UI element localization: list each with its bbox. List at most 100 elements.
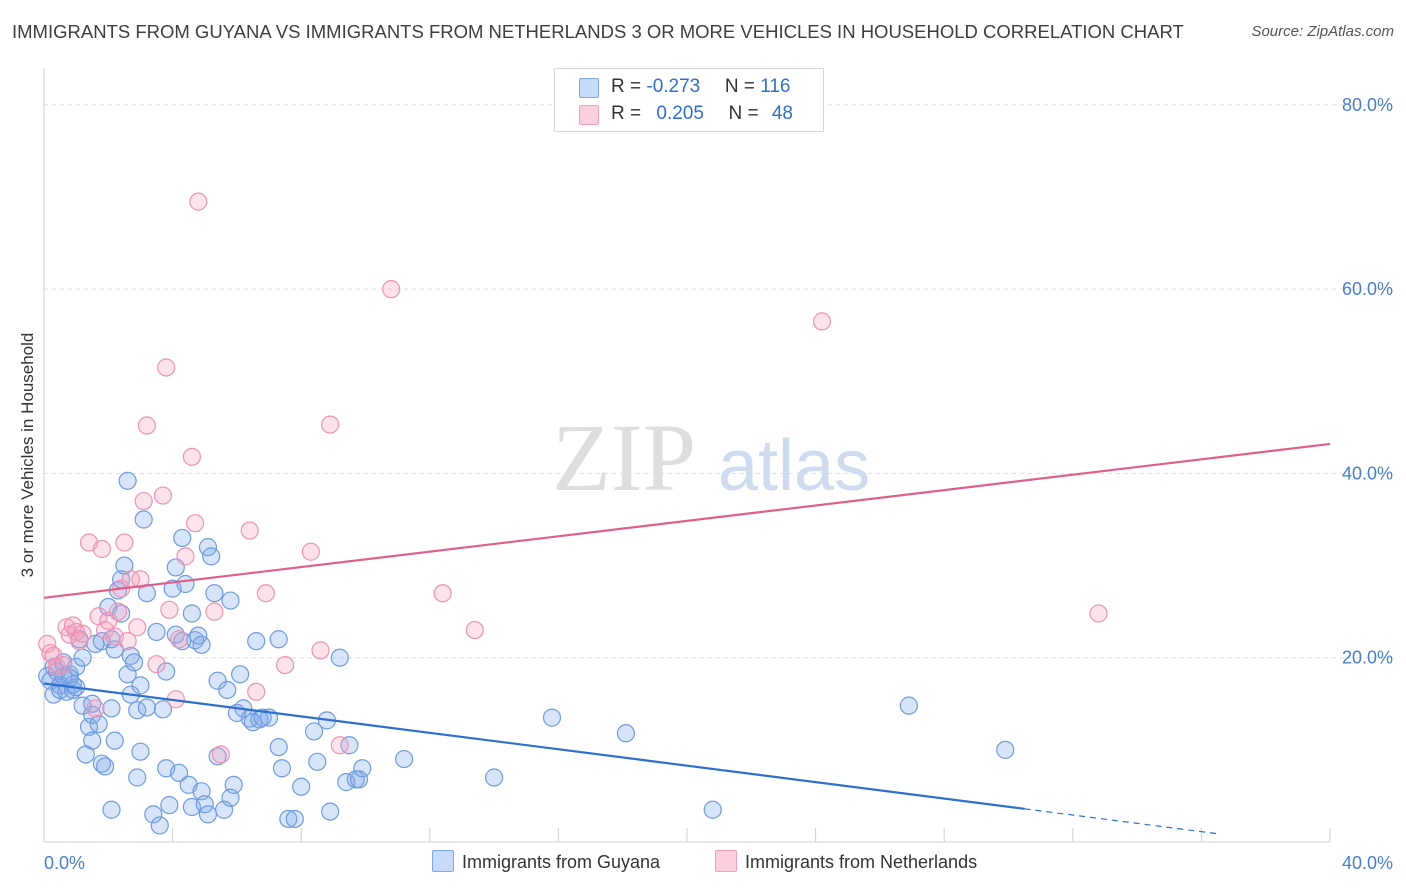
point-netherlands bbox=[115, 533, 134, 552]
point-netherlands bbox=[812, 312, 832, 331]
point-guyana bbox=[221, 591, 240, 610]
series-guyana-points bbox=[38, 471, 1015, 835]
bottom-legend-netherlands: Immigrants from Netherlands bbox=[715, 850, 977, 873]
watermark-zip: ZIP bbox=[552, 404, 696, 511]
stats-legend: R = -0.273 N = 116 R = 0.205 N = 48 bbox=[554, 68, 824, 132]
bottom-legend-guyana: Immigrants from Guyana bbox=[432, 850, 660, 873]
point-netherlands bbox=[153, 486, 173, 505]
point-netherlands bbox=[160, 600, 179, 619]
y-tick-label: 40.0% bbox=[1342, 463, 1393, 483]
point-guyana bbox=[89, 714, 108, 734]
watermark: ZIP atlas bbox=[552, 404, 870, 511]
point-netherlands bbox=[73, 624, 92, 643]
legend-swatch-guyana bbox=[579, 78, 599, 98]
point-guyana bbox=[83, 731, 102, 750]
point-netherlands bbox=[137, 416, 156, 435]
point-guyana bbox=[102, 630, 121, 649]
y-tick-labels: 20.0% 40.0% 60.0% 80.0% bbox=[1342, 95, 1393, 668]
point-netherlands bbox=[128, 618, 147, 637]
point-guyana bbox=[899, 696, 918, 715]
point-netherlands bbox=[54, 655, 73, 675]
point-guyana bbox=[150, 816, 169, 835]
point-netherlands bbox=[86, 699, 105, 718]
point-guyana bbox=[208, 671, 227, 690]
trend-line-guyana-extension bbox=[1024, 808, 1218, 835]
point-guyana bbox=[182, 604, 201, 623]
point-guyana bbox=[173, 632, 192, 651]
x-tick-labels: 0.0% 40.0% bbox=[44, 853, 1393, 873]
bottom-legend-swatch-netherlands bbox=[715, 850, 737, 872]
point-guyana bbox=[321, 802, 340, 821]
point-netherlands bbox=[186, 514, 205, 533]
point-guyana bbox=[160, 796, 179, 815]
point-guyana bbox=[224, 775, 243, 794]
gridlines bbox=[44, 104, 1392, 659]
point-guyana bbox=[128, 768, 147, 787]
point-guyana bbox=[102, 699, 121, 718]
point-guyana bbox=[349, 770, 369, 789]
point-guyana bbox=[353, 759, 372, 778]
point-guyana bbox=[105, 731, 124, 750]
point-guyana bbox=[996, 740, 1015, 759]
point-guyana bbox=[272, 759, 292, 778]
legend-n-value-guyana: 116 bbox=[760, 76, 791, 97]
point-netherlands bbox=[134, 491, 153, 511]
point-netherlands bbox=[131, 570, 150, 589]
point-netherlands bbox=[92, 539, 111, 559]
point-netherlands bbox=[256, 584, 275, 603]
point-guyana bbox=[304, 722, 324, 741]
point-guyana bbox=[131, 742, 150, 761]
trend-line-guyana bbox=[43, 682, 1025, 810]
point-guyana bbox=[134, 510, 153, 529]
point-netherlands bbox=[433, 584, 452, 603]
legend-n-label: N = bbox=[728, 103, 764, 124]
legend-swatch-netherlands bbox=[579, 105, 599, 125]
point-guyana bbox=[208, 747, 227, 766]
point-guyana bbox=[269, 737, 288, 757]
point-guyana bbox=[292, 777, 311, 796]
legend-r-label: R = bbox=[611, 103, 647, 124]
point-guyana bbox=[205, 584, 224, 603]
point-guyana bbox=[92, 754, 111, 773]
point-netherlands bbox=[118, 632, 137, 651]
point-netherlands bbox=[147, 655, 166, 674]
point-guyana bbox=[231, 665, 250, 684]
point-guyana bbox=[330, 648, 349, 667]
legend-n-value-netherlands: 48 bbox=[771, 103, 793, 124]
point-guyana bbox=[105, 640, 124, 659]
y-axis-label: 3 or more Vehicles in Household bbox=[18, 333, 37, 578]
point-netherlands bbox=[47, 657, 66, 677]
point-netherlands bbox=[176, 547, 195, 566]
point-netherlands bbox=[247, 682, 266, 701]
point-guyana bbox=[202, 547, 221, 566]
point-guyana bbox=[340, 736, 359, 755]
chart-title: IMMIGRANTS FROM GUYANA VS IMMIGRANTS FRO… bbox=[12, 21, 1184, 42]
point-guyana bbox=[153, 700, 173, 719]
point-guyana bbox=[279, 809, 298, 829]
point-netherlands bbox=[108, 602, 128, 621]
point-netherlands bbox=[189, 192, 208, 211]
trend-lines bbox=[43, 442, 1331, 835]
point-guyana bbox=[394, 749, 414, 769]
point-guyana bbox=[285, 809, 304, 829]
point-netherlands bbox=[169, 630, 189, 649]
point-guyana bbox=[195, 795, 214, 814]
point-guyana bbox=[198, 805, 218, 824]
x-tick-label: 40.0% bbox=[1342, 853, 1393, 873]
point-guyana bbox=[147, 622, 166, 642]
point-netherlands bbox=[240, 521, 259, 540]
point-guyana bbox=[218, 680, 237, 700]
point-netherlands bbox=[311, 641, 330, 660]
legend-n-label: N = bbox=[724, 76, 761, 97]
source-label: Source: ZipAtlas.com bbox=[1251, 23, 1394, 40]
point-guyana bbox=[157, 662, 176, 681]
point-guyana bbox=[131, 676, 150, 695]
point-netherlands bbox=[211, 745, 230, 764]
point-guyana bbox=[124, 653, 144, 672]
trend-line-netherlands bbox=[43, 442, 1331, 599]
point-netherlands bbox=[301, 542, 320, 561]
y-tick-label: 60.0% bbox=[1342, 279, 1393, 299]
legend-r-label: R = bbox=[611, 76, 647, 97]
point-guyana bbox=[73, 648, 92, 667]
